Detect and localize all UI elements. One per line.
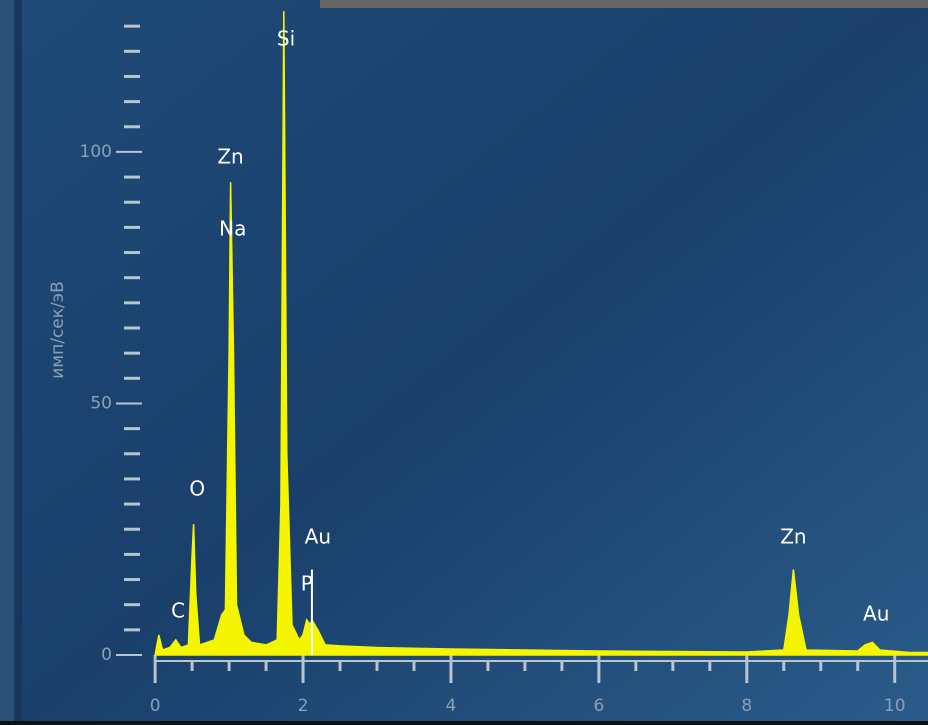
peak-label: C — [171, 599, 185, 623]
x-tick-label: 4 — [446, 696, 457, 716]
y-tick-label: 100 — [80, 142, 112, 162]
spectrum-area — [154, 11, 928, 656]
x-tick-label: 2 — [298, 696, 309, 716]
plot-background — [22, 0, 928, 721]
top-image-strip — [320, 0, 928, 8]
x-tick-label: 0 — [150, 696, 161, 716]
x-tick-label: 8 — [741, 696, 752, 716]
peak-label: Zn — [217, 145, 243, 169]
peak-label: P — [301, 572, 313, 596]
peak-label: Au — [305, 525, 331, 549]
x-tick-label: 10 — [884, 696, 906, 716]
y-tick-label: 0 — [101, 645, 112, 665]
peak-label: Si — [277, 27, 295, 51]
neighbor-panel — [0, 0, 14, 721]
y-axis-label: имп/сек/эВ — [48, 281, 68, 379]
peak-label: O — [189, 477, 205, 501]
peak-label: Au — [863, 602, 889, 626]
x-tick-label: 6 — [593, 696, 604, 716]
peak-label: Zn — [780, 525, 806, 549]
y-tick-label: 50 — [90, 393, 112, 413]
peak-label: Na — [219, 217, 246, 241]
